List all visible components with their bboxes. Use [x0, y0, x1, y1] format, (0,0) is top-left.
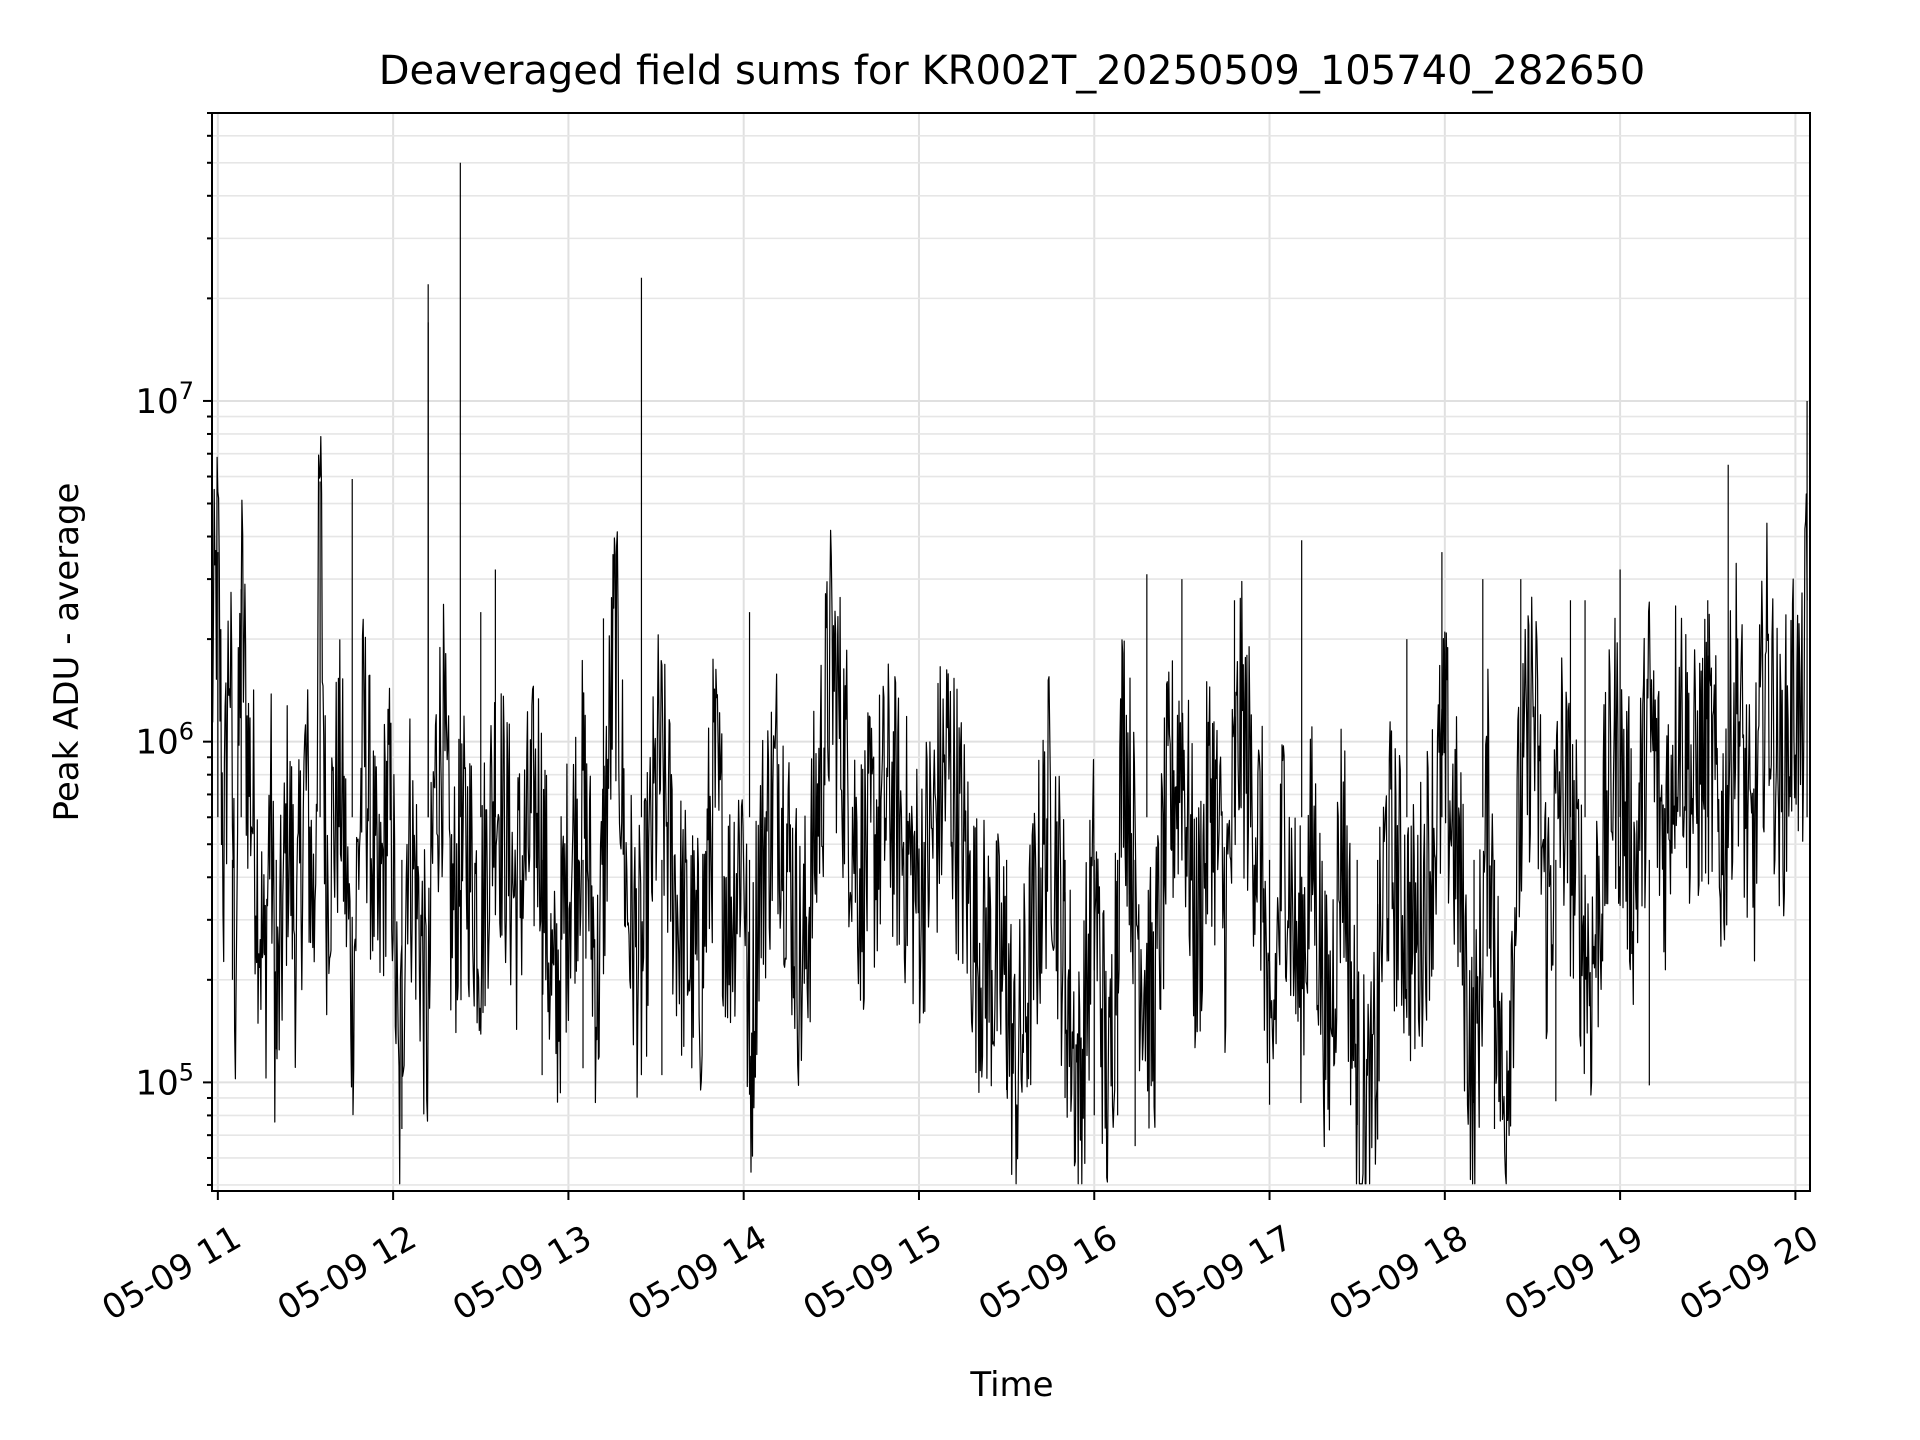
- y-axis-label: Peak ADU - average: [47, 483, 87, 822]
- x-axis-label: Time: [969, 1365, 1053, 1405]
- y-tick-base: 10: [135, 1063, 178, 1103]
- series-line: [211, 436, 1808, 1185]
- y-tick-base: 10: [135, 723, 178, 763]
- y-tick-base: 10: [135, 382, 178, 422]
- y-tick-exponent: 5: [179, 1058, 194, 1086]
- series-lines: [211, 162, 1808, 1185]
- y-tick-label: 107: [135, 377, 194, 422]
- y-tick-label: 106: [135, 718, 194, 763]
- y-tick-exponent: 7: [179, 377, 194, 405]
- y-tick-label: 105: [135, 1058, 194, 1103]
- y-tick-exponent: 6: [179, 718, 194, 746]
- chart-title: Deaveraged field sums for KR002T_2025050…: [379, 48, 1646, 94]
- plot-frame: [211, 112, 1811, 1192]
